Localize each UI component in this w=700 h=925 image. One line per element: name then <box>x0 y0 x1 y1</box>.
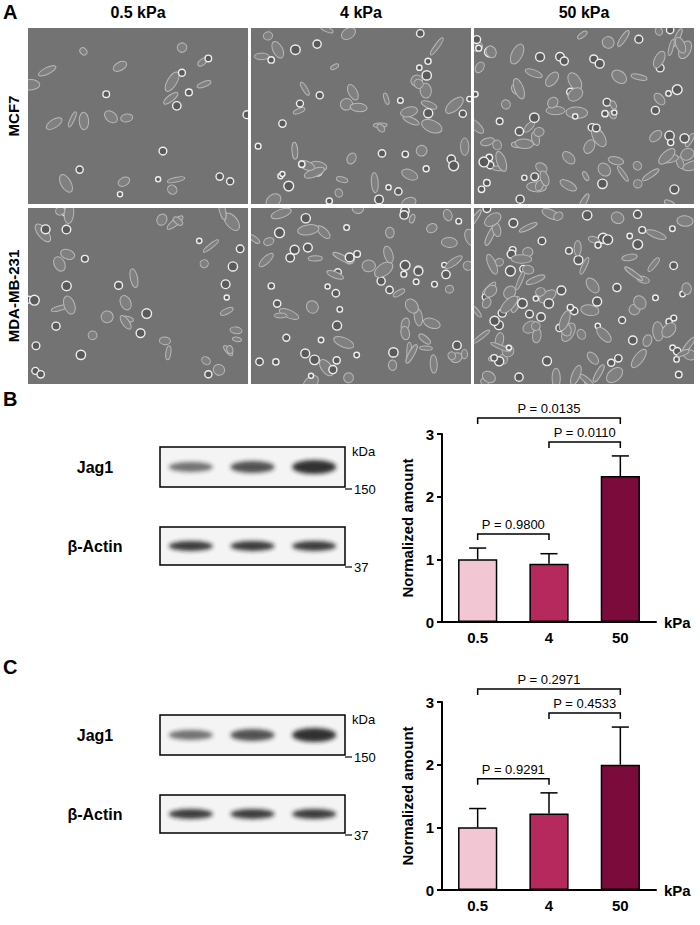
svg-text:Normalized amount: Normalized amount <box>399 458 416 597</box>
svg-text:P = 0.0135: P = 0.0135 <box>517 401 580 416</box>
svg-text:3: 3 <box>426 694 434 711</box>
svg-text:kPa: kPa <box>664 882 691 899</box>
svg-text:50: 50 <box>612 897 629 914</box>
svg-text:kDa: kDa <box>352 712 376 727</box>
svg-text:MCF7: MCF7 <box>5 96 22 137</box>
svg-text:150: 150 <box>354 482 376 497</box>
svg-text:Jag1: Jag1 <box>77 459 114 476</box>
svg-text:4: 4 <box>545 897 554 914</box>
svg-text:MDA-MB-231: MDA-MB-231 <box>5 250 22 343</box>
svg-text:1: 1 <box>426 819 434 836</box>
svg-text:P = 0.9291: P = 0.9291 <box>482 762 545 777</box>
svg-text:P = 0.0110: P = 0.0110 <box>554 425 616 440</box>
svg-text:1: 1 <box>426 551 434 568</box>
svg-text:kPa: kPa <box>664 614 691 631</box>
svg-text:37: 37 <box>354 828 368 843</box>
svg-text:kDa: kDa <box>352 444 376 459</box>
svg-text:C: C <box>3 656 17 678</box>
svg-text:B: B <box>3 388 17 410</box>
svg-text:50: 50 <box>612 629 629 646</box>
svg-text:0.5: 0.5 <box>467 897 488 914</box>
svg-text:0.5: 0.5 <box>467 629 488 646</box>
svg-text:A: A <box>3 1 17 23</box>
svg-text:2: 2 <box>426 488 434 505</box>
svg-text:150: 150 <box>354 750 376 765</box>
svg-text:P = 0.2971: P = 0.2971 <box>517 672 580 687</box>
svg-text:Normalized amount: Normalized amount <box>399 726 416 865</box>
svg-text:P = 0.9800: P = 0.9800 <box>482 517 545 532</box>
svg-text:4: 4 <box>545 629 554 646</box>
svg-text:3: 3 <box>426 426 434 443</box>
svg-text:0: 0 <box>426 882 434 899</box>
svg-text:37: 37 <box>354 560 368 575</box>
svg-text:4 kPa: 4 kPa <box>340 4 382 21</box>
svg-text:0: 0 <box>426 614 434 631</box>
svg-text:P = 0.4533: P = 0.4533 <box>553 696 616 711</box>
svg-text:β-Actin: β-Actin <box>67 538 122 555</box>
svg-text:Jag1: Jag1 <box>77 727 114 744</box>
svg-text:β-Actin: β-Actin <box>67 806 122 823</box>
svg-text:0.5 kPa: 0.5 kPa <box>110 4 165 21</box>
svg-text:50 kPa: 50 kPa <box>559 4 610 21</box>
svg-text:2: 2 <box>426 756 434 773</box>
